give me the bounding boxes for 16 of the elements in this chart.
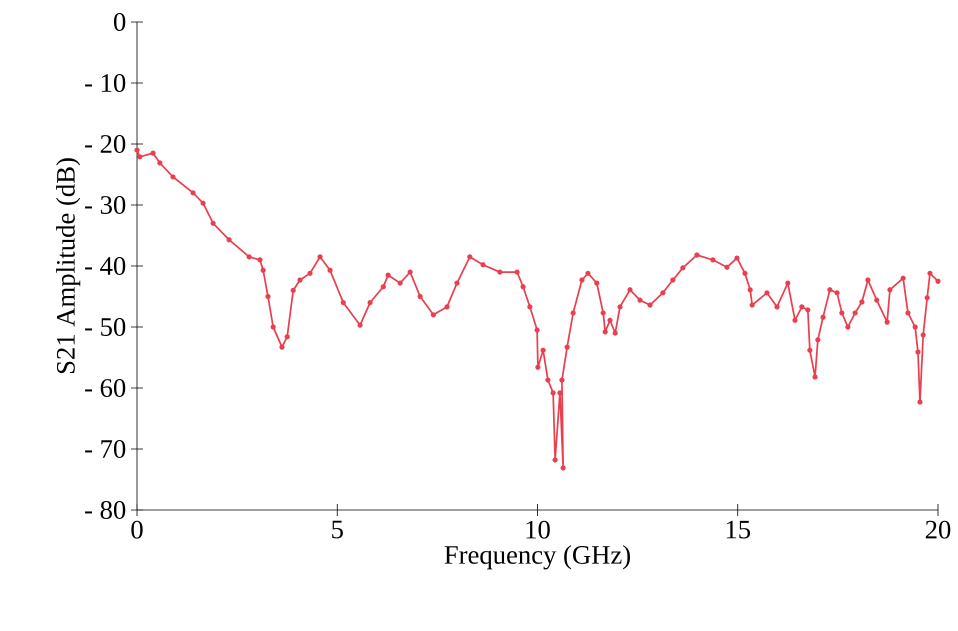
y-tick-label: - 40 — [85, 257, 126, 275]
y-tick-label: 0 — [114, 13, 126, 31]
x-tick-label: 20 — [926, 520, 950, 539]
y-tick-label: - 10 — [85, 74, 126, 92]
x-tick-label: 15 — [726, 520, 750, 539]
x-tick-label: 10 — [526, 520, 550, 539]
y-tick-label: - 80 — [85, 500, 126, 519]
x-axis-title: Frequency (GHz) — [444, 545, 630, 570]
x-tick-label: 0 — [131, 520, 143, 539]
y-tick-label: - 70 — [85, 440, 126, 458]
x-tick-label: 5 — [332, 520, 343, 538]
y-tick-label: - 50 — [85, 318, 126, 336]
y-axis-title: S21 Amplitude (dB) — [56, 158, 80, 374]
y-tick-label: - 60 — [85, 378, 126, 397]
y-tick-label: - 30 — [85, 196, 126, 214]
y-tick-label: - 20 — [85, 135, 126, 153]
